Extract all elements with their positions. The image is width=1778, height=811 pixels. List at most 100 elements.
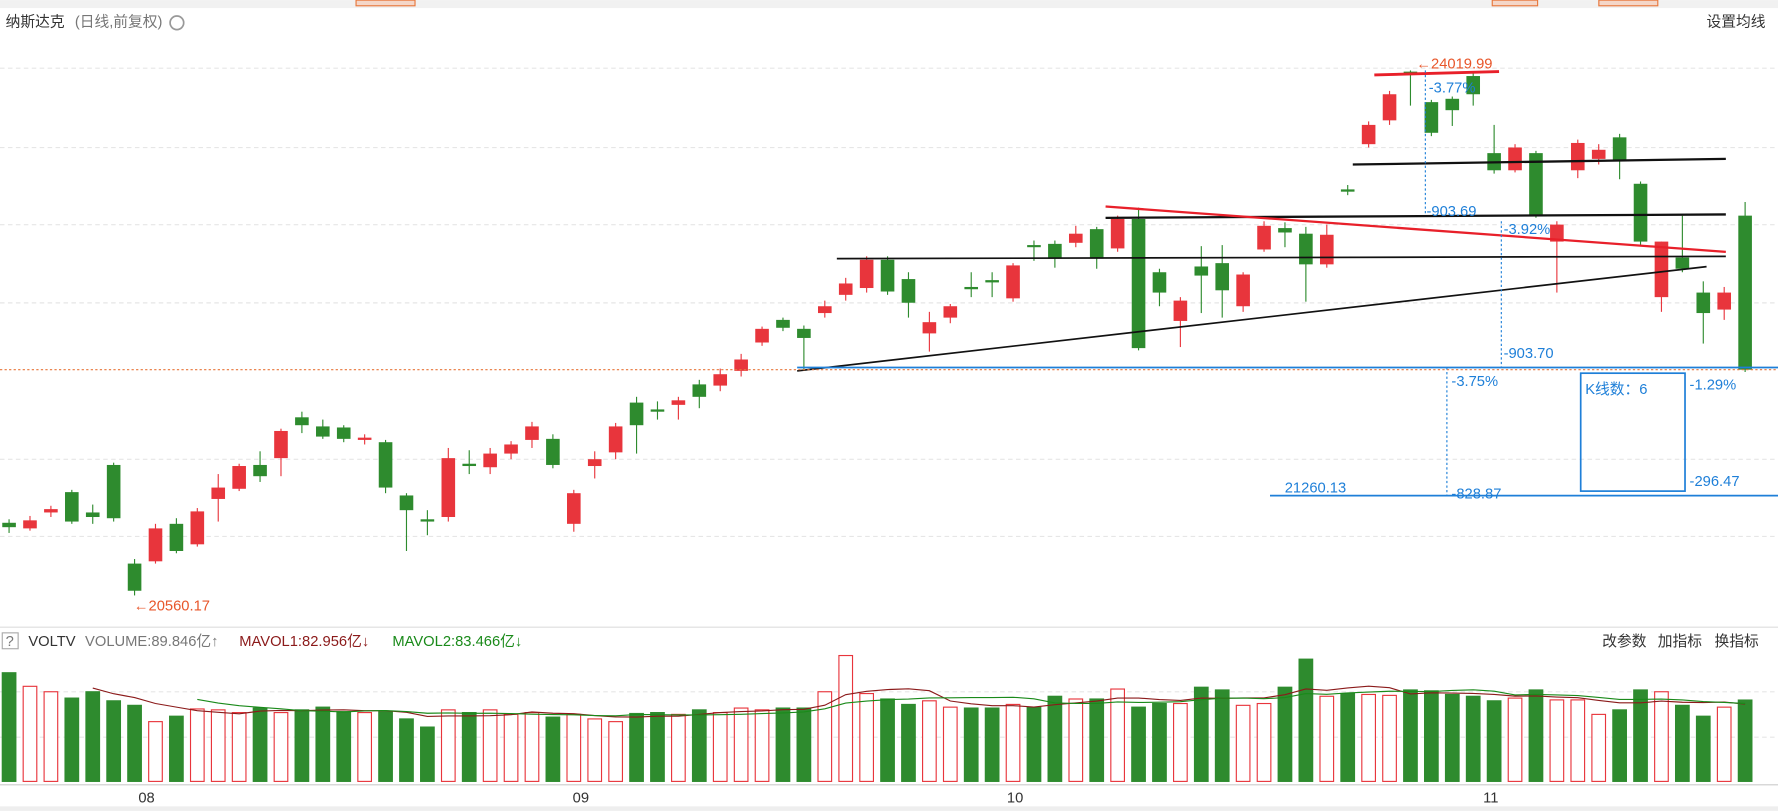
volume-bar xyxy=(1277,686,1293,782)
count-box xyxy=(1579,372,1686,492)
candle-body xyxy=(1612,137,1627,160)
volume-bar xyxy=(1193,686,1209,782)
help-icon[interactable] xyxy=(1,632,19,650)
volume-bar xyxy=(733,707,749,782)
tab[interactable] xyxy=(355,0,416,7)
volume-bar xyxy=(1005,703,1021,782)
candle-body xyxy=(1570,142,1585,171)
volume-bar xyxy=(85,691,101,782)
help-mark: ? xyxy=(6,634,14,650)
candle-body xyxy=(776,319,790,328)
volume-bar xyxy=(399,718,414,782)
volume-bar xyxy=(148,721,163,782)
annotation: ←20560.17 xyxy=(134,599,210,615)
volume-bar xyxy=(1528,689,1544,782)
panel-button[interactable]: 加指标 xyxy=(1658,633,1702,650)
x-tick-label: 11 xyxy=(1483,790,1498,806)
candle-body xyxy=(357,437,372,440)
candle-body xyxy=(1591,149,1606,159)
candle-body xyxy=(2,522,16,528)
volume-bar xyxy=(43,691,59,782)
candle-body xyxy=(1089,229,1104,259)
candle-body xyxy=(838,283,853,295)
subtitle: (日线,前复权) xyxy=(75,13,163,31)
candle-body xyxy=(1529,153,1543,216)
candle-body xyxy=(1027,245,1041,248)
tab[interactable] xyxy=(1598,0,1659,7)
candle-body xyxy=(65,492,79,522)
candle-body xyxy=(1738,215,1752,370)
volume-bar xyxy=(587,718,603,782)
volume-bar xyxy=(1214,689,1230,782)
candle-body xyxy=(1633,183,1648,242)
candle-body xyxy=(420,519,435,522)
candle-body xyxy=(817,306,832,314)
candle-body xyxy=(943,306,958,318)
volume-bar xyxy=(1465,695,1481,782)
volume-bar xyxy=(1549,699,1565,782)
volume-bar xyxy=(127,704,142,782)
volume-bar xyxy=(189,708,205,782)
candle-body xyxy=(713,374,728,386)
candle-body xyxy=(525,426,539,440)
candle-body xyxy=(546,438,560,465)
tab[interactable] xyxy=(1491,0,1539,7)
mavol2-legend: MAVOL2:83.466亿↓ xyxy=(392,633,522,650)
tab-strip xyxy=(0,0,1778,9)
candle-body xyxy=(1173,300,1188,321)
candle-body xyxy=(106,464,121,519)
candle-body xyxy=(1508,147,1522,171)
candle-body xyxy=(274,430,288,459)
candle-body xyxy=(1257,225,1271,250)
volume-bar xyxy=(1486,700,1502,782)
volume-bar xyxy=(524,712,540,782)
volume-bar xyxy=(1507,697,1523,782)
candle-body xyxy=(608,426,623,453)
candle-body xyxy=(253,464,267,477)
candle-body xyxy=(148,528,163,562)
scrollbar[interactable] xyxy=(0,806,1778,811)
volume-bar xyxy=(1173,702,1188,782)
candle-body xyxy=(23,520,37,529)
volume-bar xyxy=(1047,695,1063,782)
candle-body xyxy=(1717,292,1732,310)
gear-icon[interactable] xyxy=(169,15,185,31)
candle-body xyxy=(1424,102,1439,133)
volume-bar xyxy=(1152,702,1167,782)
annotation: -903.70 xyxy=(1504,346,1554,362)
volume-bar xyxy=(1340,692,1356,782)
title: 纳斯达克 xyxy=(6,14,65,31)
volume-bar xyxy=(984,707,1000,782)
volume-bar xyxy=(796,707,812,782)
candle-body xyxy=(859,259,874,289)
volume-bar xyxy=(231,712,247,782)
candle-body xyxy=(1319,234,1334,265)
trend-line xyxy=(797,265,1707,372)
annotation: K线数：6 xyxy=(1585,381,1647,398)
volume-bar xyxy=(754,709,770,782)
candle-body xyxy=(504,444,518,454)
volume-bar xyxy=(775,707,791,782)
setting-button[interactable]: 设置均线 xyxy=(1707,14,1766,31)
volume-bar xyxy=(1591,713,1607,782)
volume-bar xyxy=(545,716,561,782)
candle-body xyxy=(587,459,602,467)
panel-button[interactable]: 改参数 xyxy=(1602,633,1646,650)
volume-bar xyxy=(1382,694,1397,782)
candle-body xyxy=(378,442,393,488)
volume-bar xyxy=(1612,709,1627,782)
volume-bar xyxy=(1654,691,1669,782)
candle-body xyxy=(1110,218,1125,249)
volume-bar xyxy=(1026,706,1042,782)
volume-bar xyxy=(64,697,80,782)
mavol2-line xyxy=(197,689,1746,717)
candle-body xyxy=(1152,272,1167,293)
annotation: -828.87 xyxy=(1451,486,1501,502)
candle-body xyxy=(211,487,226,499)
candle-body xyxy=(755,328,769,343)
volume-bar xyxy=(22,685,38,782)
panel-button[interactable]: 换指标 xyxy=(1715,633,1759,650)
volume-bar xyxy=(1256,702,1272,782)
candle-body xyxy=(1068,233,1083,243)
candle-body xyxy=(1278,228,1292,233)
